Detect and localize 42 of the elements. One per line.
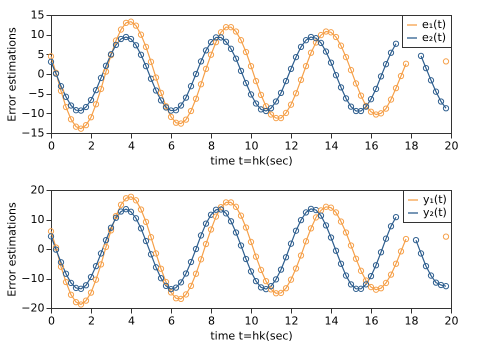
x-tick-label: 16 [364, 314, 378, 328]
x-tick-label: 20 [444, 140, 458, 152]
x-tick-label: 4 [128, 140, 135, 152]
x-tick-label: 10 [244, 314, 258, 328]
x-tick-label: 18 [404, 140, 418, 152]
y-tick-label: 0 [38, 242, 44, 256]
y-axis-title: Error estimations [5, 27, 18, 122]
y-tick-label: −5 [28, 87, 44, 100]
x-tick-label: 12 [284, 314, 298, 328]
y-axis-title: Error estimations [5, 202, 18, 297]
x-tick-label: 14 [324, 140, 338, 152]
x-tick-label: 8 [208, 314, 215, 328]
y-tick-label: 0 [38, 68, 44, 80]
y-tick-label: 20 [30, 184, 44, 196]
x-tick-label: 4 [128, 314, 135, 328]
y-tick-label: −10 [21, 272, 44, 285]
legend-label: y₂(t) [423, 206, 447, 219]
x-tick-label: 8 [208, 140, 215, 152]
legend-label: e₂(t) [422, 31, 446, 44]
y-tick-label: 10 [30, 213, 44, 226]
y-tick-label: −15 [21, 126, 44, 140]
x-tick-label: 0 [48, 140, 55, 152]
x-axis-title: time t=hk(sec) [210, 154, 293, 168]
y-tick-label: 5 [38, 48, 44, 61]
x-tick-label: 2 [88, 314, 95, 328]
y-tick-label: 10 [30, 28, 44, 42]
y-tick-label: −10 [21, 106, 44, 120]
x-tick-label: 0 [48, 314, 55, 328]
x-tick-label: 12 [284, 140, 298, 152]
y-tick-label: 15 [30, 8, 44, 22]
x-tick-label: 16 [364, 140, 378, 152]
legend-label: y₁(t) [423, 193, 447, 206]
x-tick-label: 2 [88, 140, 95, 152]
y-tick-label: −20 [21, 302, 44, 314]
x-tick-label: 14 [324, 314, 338, 328]
legend-label: e₁(t) [422, 18, 446, 31]
x-tick-label: 6 [168, 314, 175, 328]
x-axis-title: time t=hk(sec) [210, 330, 293, 342]
x-tick-label: 18 [404, 314, 418, 328]
x-tick-label: 6 [168, 140, 175, 152]
x-tick-label: 20 [444, 314, 458, 328]
x-tick-label: 10 [244, 140, 258, 152]
